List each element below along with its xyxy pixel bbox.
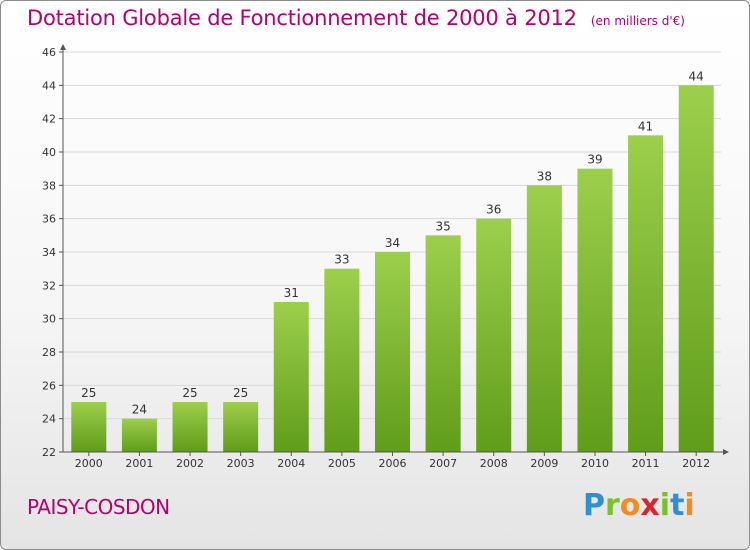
logo-letter: r [605, 488, 620, 523]
y-tick-label: 32 [42, 279, 56, 292]
x-tick-label: 2012 [682, 457, 710, 470]
chart-title-main: Dotation Globale de Fonctionnement de 20… [27, 6, 577, 30]
logo-letter: P [583, 488, 605, 523]
x-tick-label: 2011 [632, 457, 660, 470]
logo-letter: t [670, 488, 685, 523]
bar-value-label: 34 [385, 236, 400, 250]
x-tick-label: 2005 [328, 457, 356, 470]
bar-value-label: 31 [284, 286, 299, 300]
bar-value-label: 33 [334, 253, 349, 267]
x-tick-label: 2000 [75, 457, 103, 470]
x-tick-label: 2010 [581, 457, 609, 470]
logo-letter: o [619, 488, 641, 523]
y-tick-label: 40 [42, 146, 56, 159]
y-tick-label: 26 [42, 379, 56, 392]
chart-title-unit: (en milliers d'€) [590, 14, 685, 28]
bar [223, 402, 259, 452]
bar [628, 135, 664, 453]
bar-value-label: 38 [537, 169, 552, 183]
logo-letter: i [684, 488, 695, 523]
y-tick-label: 46 [42, 46, 56, 59]
y-tick-label: 42 [42, 113, 56, 126]
y-tick-label: 30 [42, 313, 56, 326]
logo-letter: i [659, 488, 671, 523]
bar [425, 235, 461, 452]
commune-name: PAISY-COSDON [27, 495, 170, 519]
chart-title: Dotation Globale de Fonctionnement de 20… [27, 6, 685, 30]
bar-value-label: 25 [233, 386, 248, 400]
bar [577, 168, 613, 452]
x-tick-label: 2007 [429, 457, 457, 470]
bar-value-label: 39 [587, 153, 602, 167]
x-tick-label: 2004 [277, 457, 305, 470]
bar [172, 402, 208, 452]
y-tick-label: 28 [42, 346, 56, 359]
y-tick-label: 36 [42, 213, 56, 226]
proxiti-logo: Proxiti [583, 488, 695, 523]
bar-value-label: 44 [689, 69, 704, 83]
x-axis-arrow [723, 449, 729, 455]
logo-letter: x [640, 488, 660, 523]
bar [476, 218, 512, 452]
y-tick-label: 44 [42, 79, 56, 92]
x-tick-label: 2003 [227, 457, 255, 470]
bar [375, 252, 410, 452]
x-tick-label: 2006 [379, 457, 407, 470]
x-tick-label: 2008 [480, 457, 508, 470]
bar-value-label: 24 [132, 403, 147, 417]
y-tick-label: 34 [42, 246, 56, 259]
bar [526, 185, 562, 453]
bar-value-label: 25 [81, 386, 96, 400]
bar [324, 268, 360, 452]
bar-value-label: 41 [638, 119, 653, 133]
bar [273, 302, 309, 452]
y-tick-label: 24 [42, 413, 56, 426]
bar [678, 85, 714, 452]
x-tick-label: 2009 [530, 457, 558, 470]
x-tick-label: 2002 [176, 457, 204, 470]
bar-value-label: 36 [486, 203, 501, 217]
axes: 22 24 26 28 30 32 34 36 38 40 42 44 46 2000 2001 2002 20… [42, 44, 729, 470]
y-tick-label: 22 [42, 446, 56, 459]
x-tick-label: 2001 [125, 457, 153, 470]
y-tick-label: 38 [42, 179, 56, 192]
bars: 25 24 25 25 31 33 34 35 36 38 39 41 44 [71, 69, 714, 453]
bar [71, 402, 107, 452]
y-axis-arrow [60, 44, 66, 50]
bar [121, 418, 157, 452]
bar-value-label: 35 [435, 219, 450, 233]
bar-value-label: 25 [182, 386, 197, 400]
